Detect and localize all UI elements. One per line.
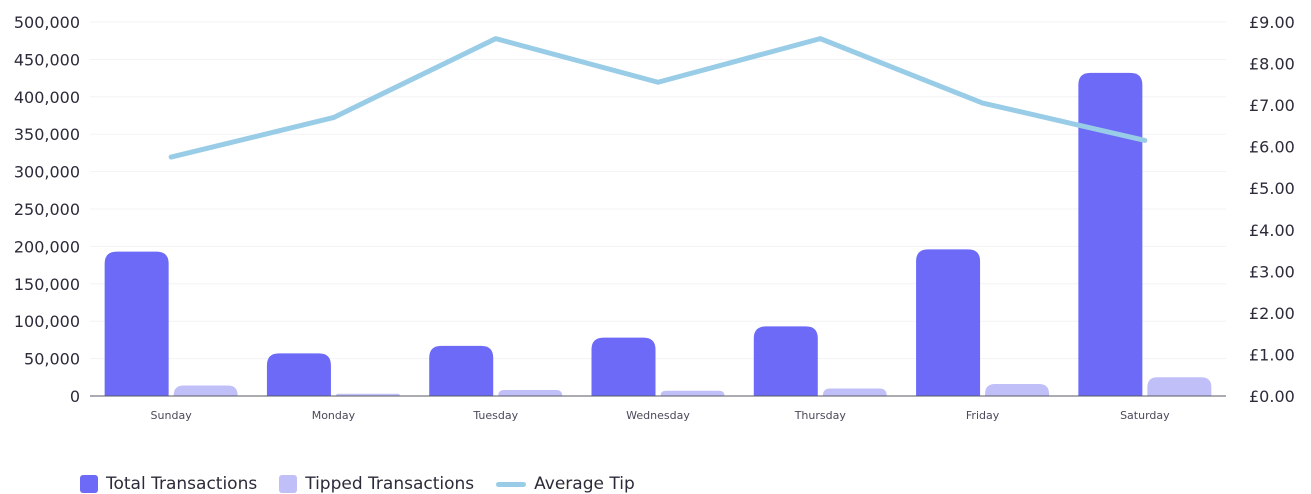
bar-total-transactions	[753, 326, 818, 396]
legend-label-average-tip: Average Tip	[534, 474, 635, 494]
right-axis-tick-label: £7.00	[1249, 96, 1295, 115]
left-axis-tick-label: 350,000	[14, 125, 80, 144]
bar-total-transactions	[916, 249, 981, 396]
legend-swatch-average-tip	[496, 481, 527, 487]
x-axis-category-label: Sunday	[151, 409, 193, 422]
legend-label-total-transactions: Total Transactions	[106, 474, 258, 494]
bar-tipped-transactions	[985, 384, 1050, 396]
right-axis-tick-label: £4.00	[1249, 221, 1295, 240]
bar-tipped-transactions	[660, 390, 725, 396]
right-axis-tick-label: £3.00	[1249, 262, 1295, 281]
bar-tipped-transactions	[498, 390, 563, 396]
bar-tipped-transactions	[335, 393, 400, 396]
legend-item-total-transactions[interactable]: Total Transactions	[80, 474, 257, 494]
x-axis-category-label: Thursday	[794, 409, 847, 422]
bar-total-transactions	[1078, 72, 1143, 396]
legend-item-average-tip[interactable]: Average Tip	[496, 474, 635, 494]
x-axis-category-label: Saturday	[1120, 409, 1170, 422]
left-axis-tick-label: 0	[70, 387, 80, 406]
line-average-tip	[168, 36, 1148, 160]
chart-legend: Total Transactions Tipped Transactions A…	[80, 474, 635, 494]
left-axis-tick-label: 50,000	[24, 350, 80, 369]
legend-label-tipped-transactions: Tipped Transactions	[305, 474, 475, 494]
left-axis-tick-label: 100,000	[14, 312, 80, 331]
left-axis-tick-label: 150,000	[14, 275, 80, 294]
right-axis-tick-label: £0.00	[1249, 387, 1295, 406]
legend-swatch-tipped-transactions	[279, 475, 298, 493]
right-axis-tick-label: £1.00	[1249, 345, 1295, 364]
left-axis-tick-label: 250,000	[14, 200, 80, 219]
bar-tipped-transactions	[822, 388, 887, 396]
left-axis-tick-label: 200,000	[14, 237, 80, 256]
left-axis-tick-label: 300,000	[14, 163, 80, 182]
legend-item-tipped-transactions[interactable]: Tipped Transactions	[279, 474, 474, 494]
x-axis-category-label: Friday	[966, 409, 1000, 422]
x-axis-category-label: Tuesday	[472, 409, 518, 422]
bar-tipped-transactions	[1147, 377, 1212, 396]
right-axis-tick-label: £9.00	[1249, 13, 1295, 32]
bar-total-transactions	[429, 345, 494, 396]
right-axis-tick-label: £2.00	[1249, 304, 1295, 323]
bar-total-transactions	[266, 353, 331, 396]
bar-tipped-transactions	[173, 385, 238, 396]
x-axis-category-label: Monday	[312, 409, 356, 422]
left-axis-tick-label: 400,000	[14, 88, 80, 107]
bar-total-transactions	[591, 337, 656, 396]
right-axis-tick-label: £6.00	[1249, 138, 1295, 157]
bar-total-transactions	[104, 251, 169, 396]
left-axis-tick-label: 450,000	[14, 50, 80, 69]
x-axis-category-label: Wednesday	[626, 409, 690, 422]
legend-swatch-total-transactions	[80, 475, 98, 493]
left-axis-tick-label: 500,000	[14, 13, 80, 32]
right-axis-tick-label: £8.00	[1249, 55, 1295, 74]
right-axis-tick-label: £5.00	[1249, 179, 1295, 198]
